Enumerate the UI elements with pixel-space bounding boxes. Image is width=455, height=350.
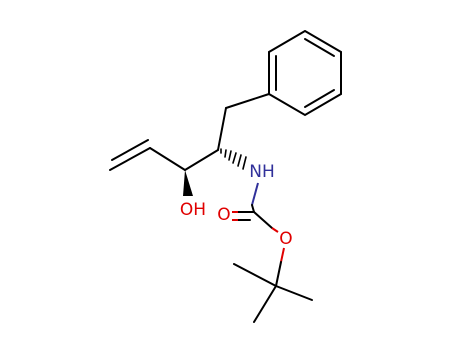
aromatic-bond xyxy=(304,38,335,57)
bond xyxy=(271,227,279,233)
benzene-ring xyxy=(268,30,342,117)
bonds xyxy=(109,30,342,323)
ester-oxygen-label: O xyxy=(279,229,292,249)
bond xyxy=(251,204,255,213)
bond xyxy=(233,263,277,287)
double-bond xyxy=(111,139,149,161)
bond xyxy=(149,147,186,171)
bond xyxy=(225,93,270,109)
bond xyxy=(275,261,282,287)
carbonyl-oxygen-label: O xyxy=(217,205,230,225)
bond xyxy=(217,107,227,151)
bond xyxy=(253,211,273,229)
aromatic-bond xyxy=(304,89,335,108)
hashed-wedge xyxy=(220,148,247,170)
bond xyxy=(251,182,259,206)
bond xyxy=(275,285,313,301)
bond xyxy=(280,247,285,263)
bond xyxy=(184,149,219,171)
bond xyxy=(253,285,277,323)
hydroxyl-label: OH xyxy=(180,200,206,220)
double-bond xyxy=(109,147,151,171)
bold-wedge xyxy=(183,170,193,196)
amine-label: NH xyxy=(249,162,275,182)
